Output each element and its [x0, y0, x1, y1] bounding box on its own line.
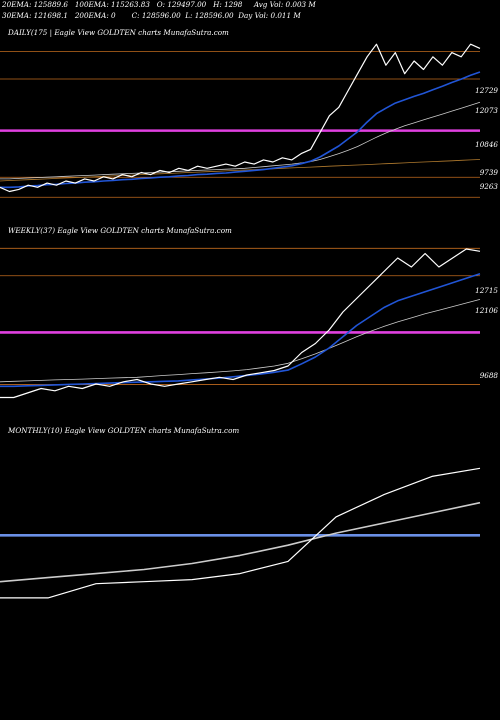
header-close: C: 128596.00 [131, 11, 181, 20]
header-20ema: 20EMA: 125889.6 [2, 0, 68, 9]
daily-ema-line [0, 71, 481, 189]
daily-ema-long-line [0, 159, 481, 182]
header-line-1: 20EMA: 125889.6 100EMA: 115263.83 O: 129… [2, 0, 316, 9]
monthly-ema-line [0, 501, 481, 583]
daily-ema-slow-line [0, 101, 481, 180]
header-30ema: 30EMA: 121698.1 [2, 11, 68, 20]
daily-ytick-5: 9263 [479, 182, 498, 191]
weekly-ema-slow-line [0, 299, 481, 383]
monthly-panel-title: MONTHLY(10) Eagle View GOLDTEN charts Mu… [8, 426, 240, 435]
monthly-price-line [0, 467, 481, 599]
weekly-panel-title: WEEKLY(37) Eagle View GOLDTEN charts Mun… [8, 226, 232, 235]
weekly-ytick-1: 12715 [475, 286, 498, 295]
header-high: H: 1298 [213, 0, 243, 9]
header-avg-vol: Avg Vol: 0.003 M [253, 0, 316, 9]
daily-price-line [0, 43, 481, 193]
header-low: L: 128596.00 [185, 11, 234, 20]
header-day-vol: Day Vol: 0.011 M [238, 11, 301, 20]
header-open: O: 129497.00 [156, 0, 207, 9]
daily-ytick-3: 10846 [475, 140, 498, 149]
daily-ytick-1: 12729 [475, 86, 498, 95]
weekly-price-line [0, 248, 481, 399]
weekly-ytick-3: 9688 [479, 371, 498, 380]
daily-ytick-4: 9739 [479, 168, 498, 177]
weekly-ema-line [0, 273, 481, 388]
daily-panel-title: DAILY(175 | Eagle View GOLDTEN charts Mu… [8, 28, 229, 37]
daily-ytick-2: 12073 [475, 106, 498, 115]
header-line-2: 30EMA: 121698.1 200EMA: 0 C: 128596.00 L… [2, 11, 301, 20]
weekly-ytick-2: 12106 [475, 306, 498, 315]
header-100ema: 100EMA: 115263.83 [74, 0, 150, 9]
header-200ema: 200EMA: 0 [74, 11, 116, 20]
